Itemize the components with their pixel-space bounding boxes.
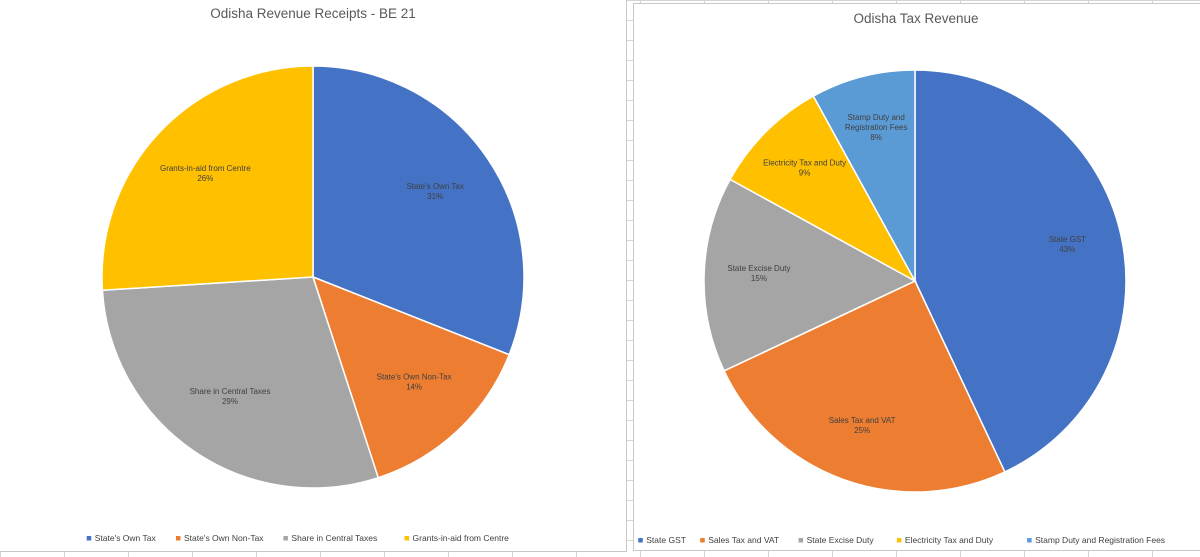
slice-label-stamp-duty-and-registration-fees: Stamp Duty and Registration Fees 8% (845, 113, 908, 142)
legend-item-sales-tax-and-vat[interactable]: Sales Tax and VAT (700, 535, 779, 545)
pie-slice-electricity-tax-and-duty[interactable] (729, 95, 917, 283)
slice-label-electricity-tax-and-duty: Electricity Tax and Duty 9% (763, 159, 846, 178)
slice-label-state-s-own-tax: State's Own Tax 31% (406, 182, 463, 201)
legend-item-electricity-tax-and-duty[interactable]: Electricity Tax and Duty (896, 535, 994, 545)
legend-label: State's Own Tax (95, 533, 157, 543)
pie-slice-state-gst[interactable] (914, 69, 1127, 473)
pie-slice-state-s-own-tax[interactable] (312, 65, 525, 356)
pie-slice-stamp-duty-and-registration-fees[interactable] (812, 69, 916, 282)
chart-title: Odisha Revenue Receipts - BE 21 (210, 6, 416, 21)
legend-label: Electricity Tax and Duty (905, 535, 994, 545)
legend-item-share-in-central-taxes[interactable]: Share in Central Taxes (283, 533, 377, 543)
legend-swatch (283, 536, 288, 541)
legend-label: State GST (646, 535, 686, 545)
revenue-receipts-pie-svg: Odisha Revenue Receipts - BE 21 State's … (86, 6, 525, 543)
slices-group (101, 65, 525, 489)
slice-label-state-s-own-non-tax: State's Own Non-Tax 14% (377, 373, 452, 392)
legend-swatch (798, 538, 804, 543)
legend-label: State Excise Duty (807, 535, 875, 545)
legend-item-state-excise-duty[interactable]: State Excise Duty (798, 535, 875, 545)
slices-group (703, 69, 1127, 493)
legend-label: Share in Central Taxes (291, 533, 377, 543)
slice-label-share-in-central-taxes: Share in Central Taxes 29% (190, 387, 271, 406)
pie-slice-sales-tax-and-vat[interactable] (723, 280, 1006, 493)
legend-label: Stamp Duty and Registration Fees (1035, 535, 1165, 545)
legend-swatch (896, 538, 902, 543)
legend-item-stamp-duty-and-registration-fees[interactable]: Stamp Duty and Registration Fees (1027, 535, 1165, 545)
legend-label: Grants-in-aid from Centre (413, 533, 510, 543)
legend-label: State's Own Non-Tax (184, 533, 264, 543)
slice-label-state-gst: State GST 43% (1049, 235, 1086, 254)
slice-label-sales-tax-and-vat: Sales Tax and VAT 25% (829, 416, 896, 435)
legend-item-state-s-own-tax[interactable]: State's Own Tax (86, 533, 157, 543)
legend: State GST Sales Tax and VAT State Excise D… (638, 535, 1165, 545)
pie-slice-share-in-central-taxes[interactable] (101, 276, 380, 489)
legend: State's Own Tax State's Own Non-Tax Share … (86, 533, 510, 543)
legend-swatch (638, 538, 643, 543)
tax-revenue-pie-svg: Odisha Tax Revenue State GST 43% Sales Tax… (638, 11, 1165, 545)
legend-swatch (404, 536, 410, 541)
legend-item-state-s-own-non-tax[interactable]: State's Own Non-Tax (175, 533, 264, 543)
slice-labels-group: State GST 43% Sales Tax and VAT 25% State Ex… (727, 113, 1086, 435)
slice-label-state-excise-duty: State Excise Duty 15% (727, 264, 790, 283)
chart-revenue-receipts[interactable]: Odisha Revenue Receipts - BE 21 State's … (0, 0, 627, 552)
pie-slice-grants-in-aid-from-centre[interactable] (101, 65, 314, 292)
legend-swatch (700, 538, 705, 543)
pie-slice-state-excise-duty[interactable] (703, 178, 917, 372)
legend-label: Sales Tax and VAT (708, 535, 779, 545)
legend-swatch (1027, 538, 1032, 543)
slice-labels-group: State's Own Tax 31% State's Own Non-Tax 14%… (160, 164, 464, 406)
chart-tax-revenue[interactable]: Odisha Tax Revenue State GST 43% Sales Tax… (633, 3, 1200, 551)
legend-swatch (86, 536, 92, 541)
legend-item-state-gst[interactable]: State GST (638, 535, 686, 545)
legend-swatch (175, 536, 181, 541)
slice-label-grants-in-aid-from-centre: Grants-in-aid from Centre 26% (160, 164, 251, 183)
legend-item-grants-in-aid-from-centre[interactable]: Grants-in-aid from Centre (404, 533, 510, 543)
chart-title: Odisha Tax Revenue (853, 11, 978, 26)
